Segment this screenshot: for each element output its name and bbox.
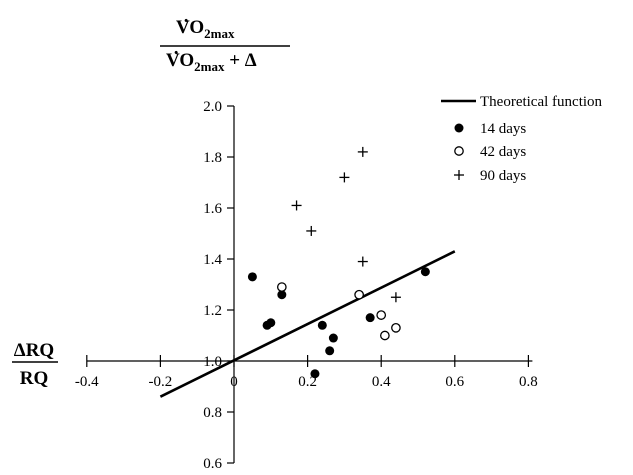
- data-points: [247, 146, 430, 379]
- point-14-days: [277, 290, 287, 300]
- point-14-days: [317, 320, 327, 330]
- x-tick-label: -0.2: [149, 374, 173, 390]
- point-14-days: [420, 267, 430, 277]
- y-tick-label: 1.0: [203, 354, 222, 370]
- legend-42-days: 42 days: [480, 144, 526, 160]
- point-90-days: [291, 200, 302, 211]
- point-90-days: [357, 256, 368, 267]
- x-axis-ticks: -0.4 -0.2 0 0.2 0.4 0.6 0.8: [75, 355, 538, 390]
- y-axis-ticks: 0.6 0.8 1.0 1.2 1.4 1.6 1.8 2.0: [203, 99, 234, 472]
- point-42-days: [354, 289, 364, 300]
- point-42-days: [376, 310, 387, 320]
- x-tick-label: 0.4: [372, 374, 391, 390]
- y-tick-label: 2.0: [203, 99, 222, 115]
- y-tick-label: 0.6: [203, 456, 222, 472]
- y-tick-label: 1.2: [203, 303, 222, 319]
- y-tick-label: 0.8: [203, 405, 222, 421]
- point-90-days: [357, 146, 368, 157]
- x-label-denominator: RQ: [20, 368, 49, 389]
- y-axis-label: · VO2max · VO2max + Δ: [160, 11, 290, 74]
- y-tick-label: 1.4: [203, 252, 222, 268]
- point-42-days: [391, 322, 401, 333]
- x-label-numerator: ΔRQ: [14, 340, 54, 361]
- legend-90-days: 90 days: [480, 168, 526, 184]
- y-label-denominator-dot: ·: [173, 43, 179, 64]
- y-tick-label: 1.8: [203, 150, 222, 166]
- legend-open-circle-symbol: [454, 146, 464, 156]
- point-42-days: [380, 330, 390, 341]
- point-14-days: [328, 333, 338, 343]
- point-90-days: [390, 292, 401, 303]
- y-label-numerator: VO2max: [176, 17, 235, 41]
- point-90-days: [306, 225, 317, 236]
- point-14-days: [310, 369, 320, 379]
- point-14-days: [266, 318, 276, 328]
- point-42-days: [276, 282, 287, 292]
- point-14-days: [247, 272, 257, 282]
- legend-filled-circle-symbol: [454, 123, 464, 133]
- point-90-days: [339, 172, 350, 183]
- x-tick-label: -0.4: [75, 374, 99, 390]
- legend-theoretical-function: Theoretical function: [480, 94, 603, 110]
- legend: Theoretical function 14 days 42 days 90 …: [441, 94, 603, 184]
- point-14-days: [325, 346, 335, 356]
- y-tick-label: 1.6: [203, 201, 222, 217]
- y-label-numerator-dot: ·: [183, 11, 189, 32]
- legend-14-days: 14 days: [480, 121, 526, 137]
- x-tick-label: 0: [230, 374, 238, 390]
- x-tick-label: 0.6: [445, 374, 464, 390]
- x-tick-label: 0.2: [298, 374, 317, 390]
- x-axis-label: ΔRQ RQ: [12, 340, 58, 389]
- point-14-days: [365, 313, 375, 323]
- legend-plus-symbol: [454, 170, 464, 180]
- y-label-denominator: VO2max + Δ: [166, 50, 257, 74]
- x-tick-label: 0.8: [519, 374, 538, 390]
- theoretical-function-line: [159, 250, 456, 398]
